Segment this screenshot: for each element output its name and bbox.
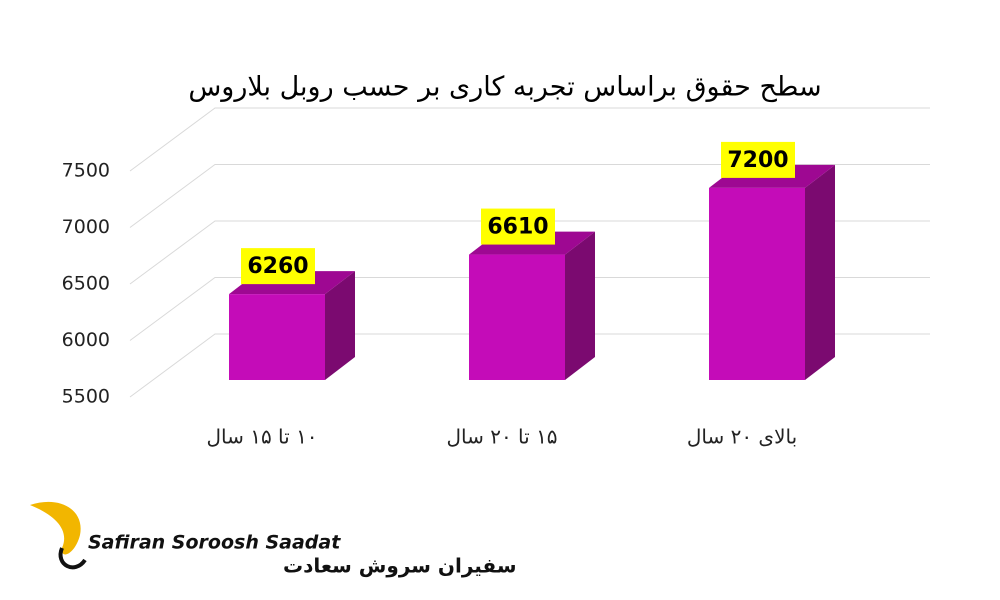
chart-title: سطح حقوق براساس تجربه کاری بر حسب روبل ب… [188,72,821,103]
logo-latin: Safiran Soroosh Saadat [88,532,341,554]
value-label-box [481,208,555,245]
bar [469,254,565,380]
bar-side [325,271,355,380]
bar [709,187,805,380]
y-tick-label: 7500 [62,160,110,182]
bar [229,294,325,380]
grid-line [129,164,930,228]
x-tick-label: ۱۰ تا ۱۵ سال [206,425,317,449]
y-tick-label: 6500 [62,273,110,295]
y-tick-label: 6000 [62,329,110,351]
grid-line [129,107,930,172]
x-tick-label: ۱۵ تا ۲۰ سال [446,425,557,449]
logo-persian: سفیران سروش سعادت [283,554,517,578]
bar-side [805,164,835,380]
bar-side [565,231,595,380]
value-label: 6610 [487,215,548,240]
value-label: 7200 [727,148,788,173]
logo-wing [30,501,81,555]
x-tick-label: بالای ۲۰ سال [687,425,797,449]
y-tick-label: 5500 [62,386,110,408]
value-label: 6260 [247,254,308,279]
logo: Safiran Soroosh Saadat سفیران سروش سعادت [30,501,517,578]
y-tick-label: 7000 [62,216,110,238]
grid-line [129,333,930,398]
logo-swirl [58,547,87,570]
value-label-box [721,141,795,178]
value-label-box [241,248,315,285]
grid-line [129,277,930,341]
grid-line [129,220,930,285]
